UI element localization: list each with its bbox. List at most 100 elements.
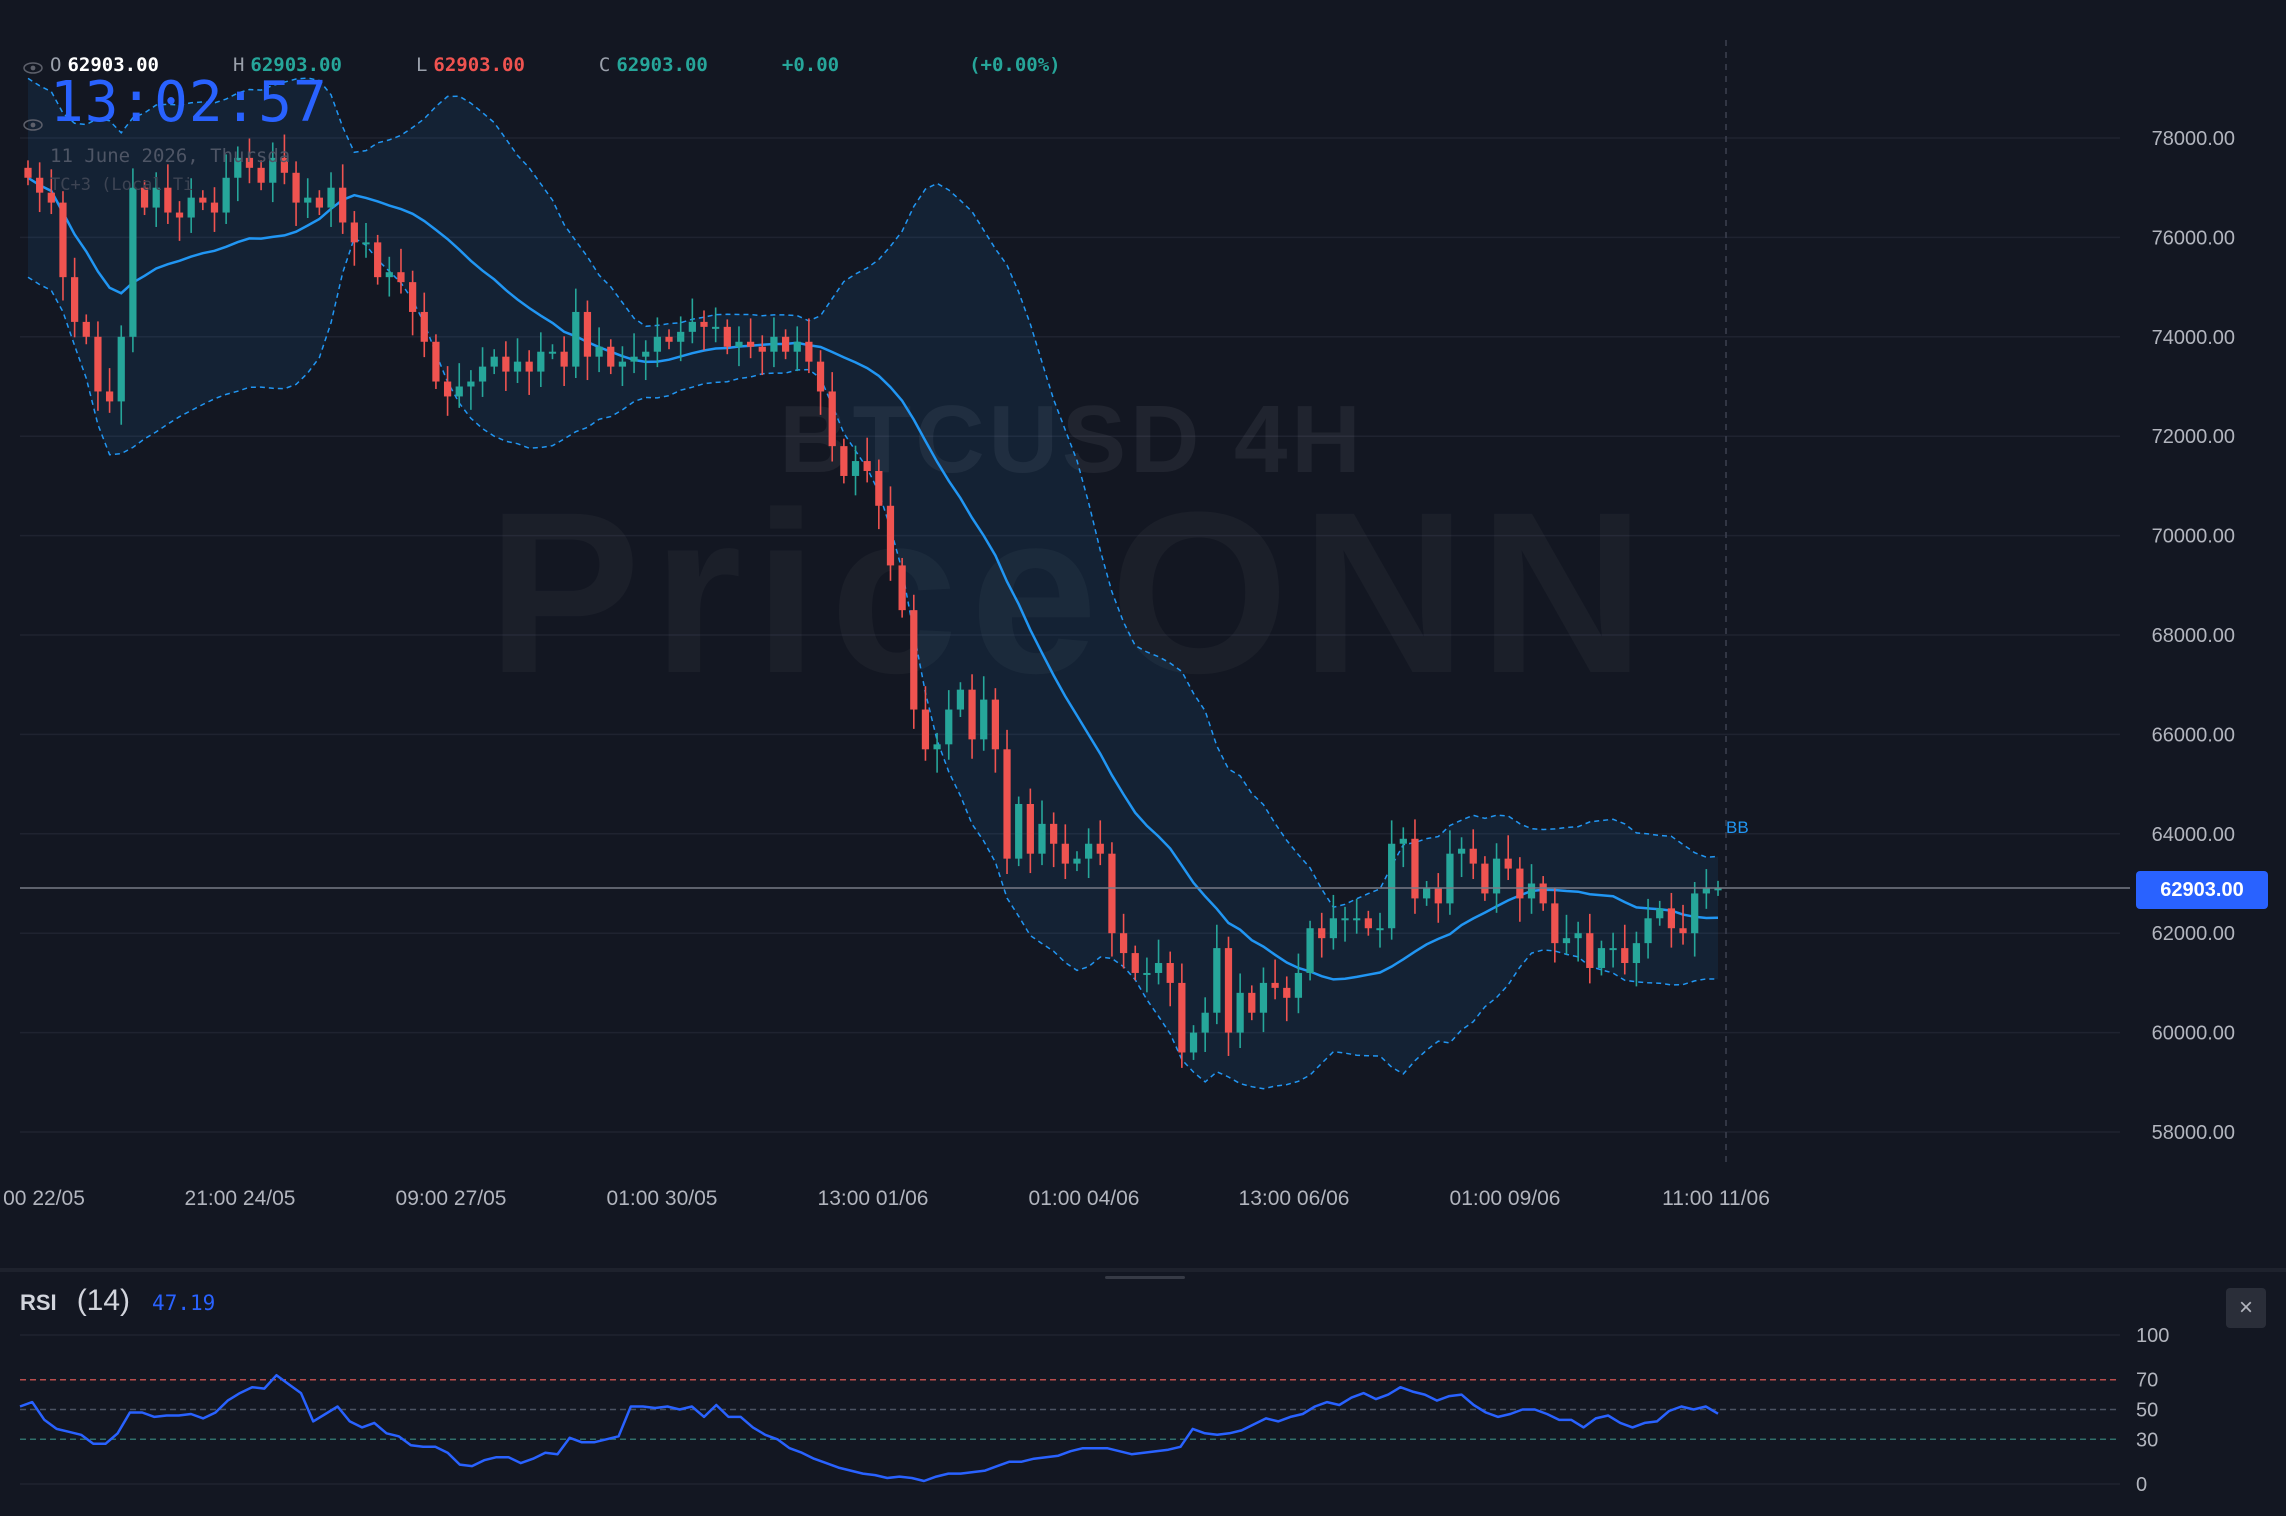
candle-body (105, 391, 114, 402)
price-tick-label: 72000.00 (2152, 426, 2235, 448)
candle-body (618, 361, 627, 367)
high-label: H (232, 54, 245, 76)
price-chart[interactable]: BTCUSD 4H PriceONN 78000.0076000.0074000… (0, 0, 2286, 1268)
candle-body (1236, 992, 1244, 1033)
candle-body (71, 277, 79, 322)
candle-body (1085, 843, 1093, 859)
candle-body (770, 336, 778, 352)
rsi-chart[interactable]: 100 70 50 30 0 (0, 1272, 2286, 1516)
candle-body (1609, 948, 1617, 951)
eye-icon[interactable] (22, 118, 44, 132)
rsi-axis: 100 70 50 30 0 (2136, 1325, 2169, 1496)
candle-body (630, 356, 638, 362)
candle-body (1224, 948, 1233, 1033)
bb-basis-line (27, 176, 1719, 981)
candle-body (688, 321, 696, 332)
price-tick-label: 70000.00 (2152, 526, 2235, 548)
open-value: 62903.00 (67, 54, 159, 76)
candle-body (1131, 953, 1139, 973)
clock-display: 13:02:57 (50, 70, 328, 135)
eye-icon[interactable] (22, 58, 44, 74)
price-tick-label: 68000.00 (2152, 625, 2235, 647)
candle-body (1562, 938, 1571, 944)
candle-body (175, 212, 184, 218)
candle-body (863, 461, 871, 471)
rsi-legend: RSI (14) 47.19 (20, 1284, 215, 1318)
candle-body (1166, 963, 1174, 983)
change-value: +0.00 (781, 54, 840, 76)
candle-body (129, 187, 137, 337)
close-pane-button[interactable]: × (2226, 1288, 2266, 1328)
price-tick-label: 66000.00 (2152, 724, 2235, 746)
candle-body (1003, 749, 1011, 859)
candle-body (525, 361, 533, 372)
candle-body (339, 187, 347, 223)
candle-body (59, 202, 67, 278)
candle-body (1457, 848, 1466, 854)
candle-body (781, 336, 790, 352)
ohlc-open: O 62903.00 (50, 54, 159, 76)
ohlc-legend: O 62903.00 H 62903.00 L 62903.00 C 62903… (22, 50, 1061, 80)
time-tick-label: 01:00 04/06 (1029, 1187, 1140, 1210)
candle-body (910, 610, 918, 710)
candle-body (572, 311, 580, 367)
open-label: O (50, 54, 62, 76)
candle-body (945, 709, 953, 745)
candle-body (1283, 987, 1291, 998)
candle-body (886, 505, 895, 566)
time-axis: 00 22/05 21:00 24/05 09:00 27/05 01:00 30/0… (3, 1187, 1770, 1210)
candle-body (304, 197, 312, 203)
low-value: 62903.00 (433, 54, 525, 76)
candle-body (47, 192, 55, 203)
candle-body (1201, 1012, 1209, 1033)
change-percent: (+0.00%) (969, 54, 1061, 76)
candle-body (677, 331, 685, 342)
candle-body (758, 346, 766, 352)
candle-body (816, 361, 825, 392)
candle-body (210, 202, 219, 213)
close-label: C (598, 54, 611, 76)
candle-body (1516, 868, 1524, 899)
candle-body (898, 565, 906, 611)
candle-body (1213, 948, 1221, 1013)
candle-body (1644, 918, 1652, 944)
candle-body (362, 242, 370, 245)
candle-body (1667, 908, 1675, 929)
pane-resize-handle[interactable] (1105, 1276, 1185, 1279)
rsi-tick-label: 30 (2136, 1429, 2158, 1451)
candle-body (1597, 948, 1606, 968)
candle-body (1038, 823, 1046, 854)
candle-body (793, 341, 801, 352)
candle-body (1341, 918, 1349, 921)
time-tick-label: 13:00 06/06 (1239, 1187, 1350, 1210)
rsi-tick-label: 50 (2136, 1400, 2158, 1422)
candle-body (36, 177, 44, 193)
candle-body (607, 346, 615, 367)
price-tick-label: 58000.00 (2152, 1122, 2235, 1144)
candle-body (24, 167, 32, 178)
price-tick-label: 62000.00 (2152, 923, 2235, 945)
time-tick-label: 01:00 09/06 (1450, 1187, 1561, 1210)
candle-body (1551, 903, 1559, 944)
time-tick-label: 11:00 11/06 (1662, 1187, 1770, 1210)
candle-body (1586, 933, 1594, 968)
pane-separator[interactable] (0, 1268, 2286, 1272)
candle-body (1108, 853, 1116, 934)
candle-body (1492, 858, 1501, 894)
candle-body (164, 187, 172, 213)
rsi-tick-label: 70 (2136, 1370, 2158, 1392)
candle-body (1318, 928, 1326, 939)
candle-body (1329, 918, 1337, 939)
candle-body (152, 187, 160, 208)
time-tick-label: 13:00 01/06 (818, 1187, 929, 1210)
bollinger-bands (27, 77, 1719, 1090)
candle-body (1504, 858, 1512, 869)
bb-indicator-label[interactable]: BB (1726, 818, 1749, 837)
candle-body (560, 351, 568, 367)
candle-body (257, 167, 265, 183)
candle-body (467, 381, 475, 387)
candle-body (875, 470, 883, 506)
candle-body (1026, 803, 1034, 854)
candle-body (1119, 933, 1128, 954)
candle-body (1015, 803, 1023, 859)
